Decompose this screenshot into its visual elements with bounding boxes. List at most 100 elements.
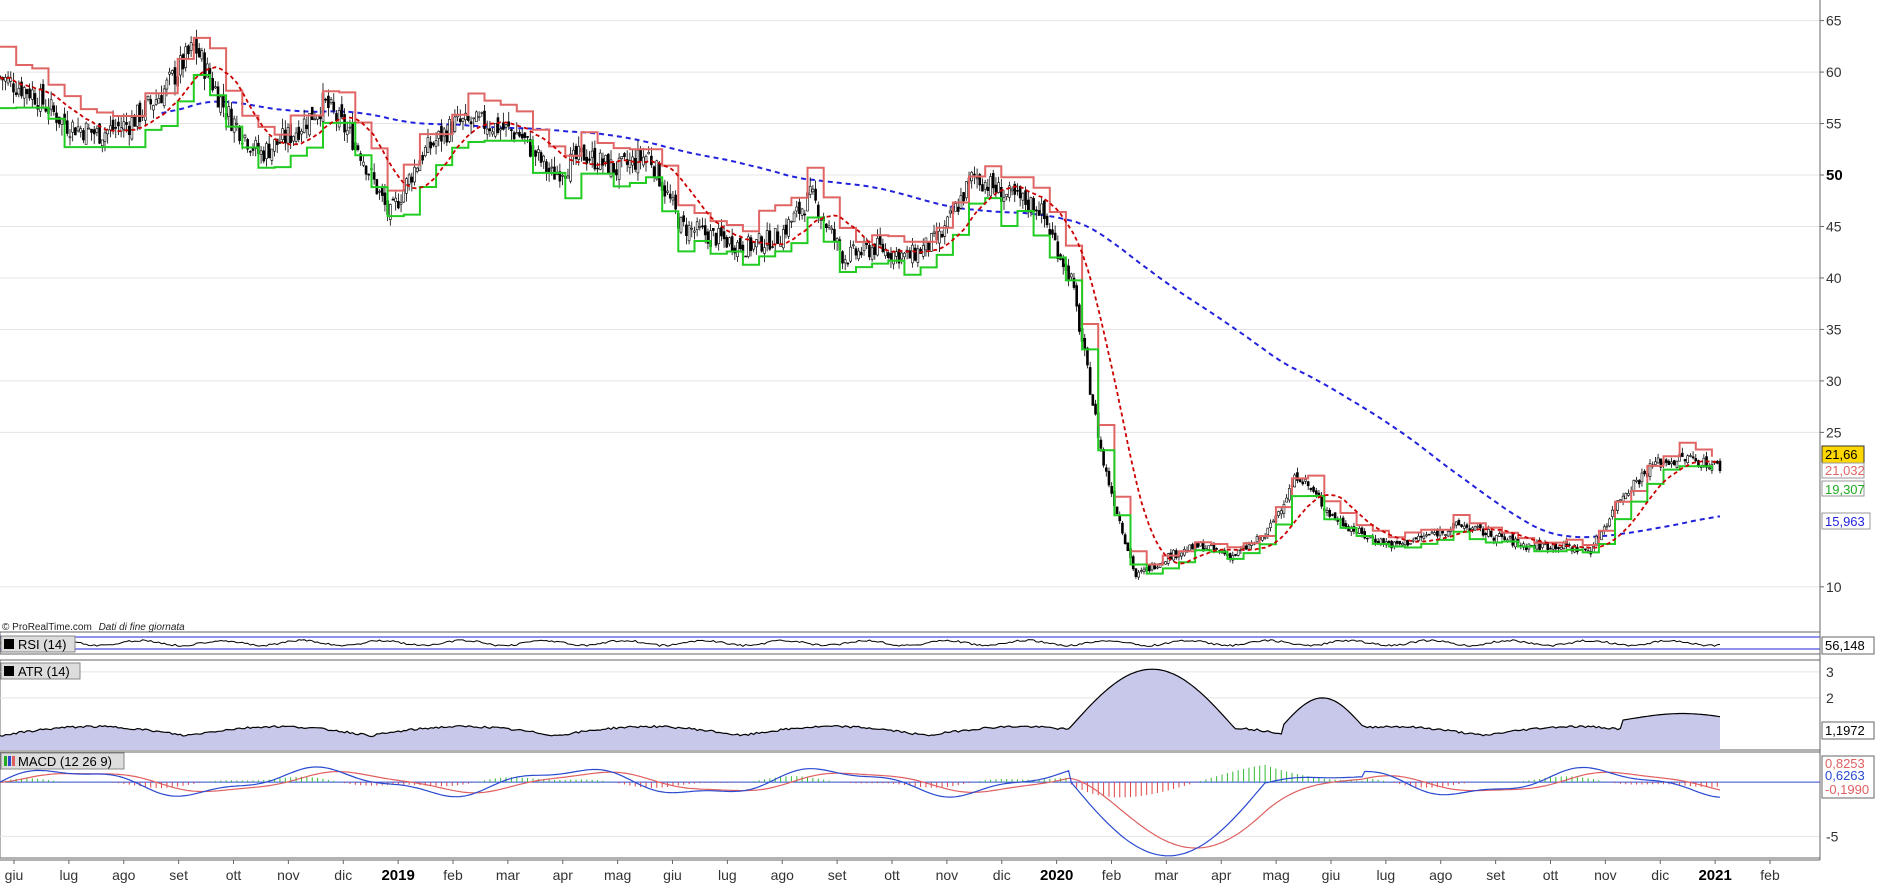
candle-body [1460, 524, 1463, 527]
candle-body [841, 251, 844, 264]
candle-body [873, 243, 877, 255]
candle-body [1288, 488, 1291, 501]
candle-body [1441, 531, 1445, 534]
candle-body [771, 246, 774, 248]
candle-body [889, 253, 893, 260]
candle-body [655, 160, 659, 180]
candle-body [617, 157, 621, 180]
x-tick-label: lug [60, 867, 79, 883]
candle-body [1643, 470, 1646, 475]
candle-body [1390, 540, 1393, 549]
candle-body [308, 113, 311, 136]
candle-body [1048, 229, 1052, 236]
candle-body [1489, 530, 1493, 537]
candle-body [916, 248, 920, 263]
candle-body [270, 148, 274, 161]
candle-body [1131, 556, 1135, 570]
candle-body [674, 194, 677, 210]
candle-body [1067, 265, 1070, 282]
candle-body [415, 167, 419, 172]
candle-body [122, 121, 126, 130]
candle-body [749, 237, 753, 252]
candle-body [1148, 565, 1151, 572]
candle-body [755, 239, 758, 248]
candle-body [973, 173, 976, 176]
candle-body [87, 127, 91, 130]
candle-body [1053, 232, 1057, 241]
candle-body [1110, 485, 1113, 494]
candle-body [391, 198, 395, 201]
x-tick-label: dic [1651, 867, 1669, 883]
macd-signal-line [0, 771, 1721, 849]
candle-body [485, 128, 489, 135]
candle-body [827, 225, 831, 228]
candle-body [286, 127, 290, 145]
candle-body [744, 255, 747, 258]
candle-body [310, 106, 314, 121]
candle-body [1314, 490, 1318, 495]
candle-body [1126, 542, 1130, 552]
candle-body [1425, 534, 1428, 537]
candle-body [1559, 547, 1563, 550]
candle-body [1045, 215, 1049, 226]
candle-body [28, 88, 31, 99]
candle-body [340, 104, 344, 118]
candle-body [332, 101, 336, 111]
candle-body [903, 252, 906, 258]
candle-body [71, 121, 74, 133]
candle-body [219, 96, 223, 113]
candle-body [956, 206, 960, 212]
candle-body [1664, 459, 1668, 463]
candle-body [359, 153, 362, 161]
candle-body [380, 186, 384, 196]
candle-body [994, 184, 998, 193]
candle-body [765, 230, 769, 246]
candle-body [1139, 570, 1143, 572]
price-tick-label: 65 [1826, 13, 1842, 29]
candle-body [235, 122, 239, 125]
candle-body [92, 129, 96, 135]
rsi-color-swatch [4, 639, 14, 649]
candle-body [520, 133, 524, 139]
candle-body [886, 252, 890, 258]
candle-body [625, 159, 629, 165]
candle-body [499, 128, 502, 131]
atr-grid [0, 671, 1820, 699]
x-tick-label: apr [553, 867, 574, 883]
candle-body [712, 228, 715, 231]
candle-body [292, 136, 295, 142]
candle-body [991, 173, 995, 189]
candle-body [98, 123, 101, 144]
candle-body [1497, 533, 1501, 537]
candle-body [892, 251, 895, 265]
candle-body [1296, 472, 1299, 481]
candle-body [1549, 547, 1552, 550]
candle-body [1056, 241, 1060, 260]
candle-body [1282, 503, 1286, 514]
candle-body [1681, 452, 1684, 457]
candle-body [1716, 461, 1719, 464]
x-tick-label: lug [1377, 867, 1396, 883]
candle-body [232, 118, 236, 133]
x-tick-label: set [828, 867, 847, 883]
candle-body [1309, 487, 1313, 491]
candle-body [1454, 521, 1458, 526]
x-tick-label: dic [334, 867, 352, 883]
rsi-frame [0, 631, 1821, 655]
candle-body [1115, 506, 1119, 515]
candle-body [1403, 539, 1407, 546]
candle-body [480, 112, 484, 114]
candle-body [103, 132, 107, 142]
candle-body [458, 118, 462, 123]
candle-body [1277, 511, 1280, 516]
candle-body [983, 182, 987, 190]
candle-body [628, 160, 632, 168]
candle-body [33, 93, 37, 105]
candle-body [74, 127, 77, 136]
macd-last-value-1: 0,8253 [1825, 756, 1865, 771]
candle-body [421, 155, 424, 161]
x-tick-label: feb [1760, 867, 1780, 883]
candle-body [566, 175, 570, 179]
macd-frame [0, 751, 1821, 859]
candle-body [1234, 553, 1237, 556]
